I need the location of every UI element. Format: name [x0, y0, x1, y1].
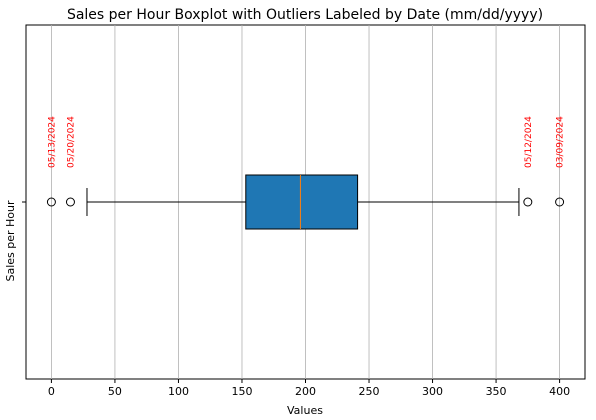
x-tick-label: 0: [48, 385, 55, 398]
grid-lines: [51, 25, 560, 379]
x-tick-label: 150: [231, 385, 252, 398]
box-group: [86, 174, 520, 230]
x-tick-label: 350: [486, 385, 507, 398]
outlier-points: 05/13/2024 05/20/2024 05/12/2024 03/09/2024: [46, 116, 566, 207]
x-tick-label: 250: [359, 385, 380, 398]
outlier-point: [555, 197, 565, 207]
outlier-point: [523, 197, 533, 207]
outlier-point: [46, 197, 56, 207]
x-tick-label: 50: [108, 385, 122, 398]
x-tick-label: 300: [422, 385, 443, 398]
outlier-label: 05/20/2024: [66, 116, 76, 168]
y-axis-label: Sales per Hour: [4, 200, 17, 282]
x-axis: 0 50 100 150 200 250 300 350 400: [48, 379, 570, 398]
outlier-label: 05/12/2024: [524, 116, 534, 168]
outlier-label: 05/13/2024: [47, 116, 57, 168]
x-tick-label: 100: [168, 385, 189, 398]
x-tick-label: 400: [549, 385, 570, 398]
iqr-box: [245, 174, 359, 230]
outlier-point: [65, 197, 75, 207]
chart-title: Sales per Hour Boxplot with Outliers Lab…: [67, 7, 543, 23]
outlier-label: 03/09/2024: [556, 116, 566, 168]
x-axis-label: Values: [287, 404, 323, 417]
x-tick-label: 200: [295, 385, 316, 398]
